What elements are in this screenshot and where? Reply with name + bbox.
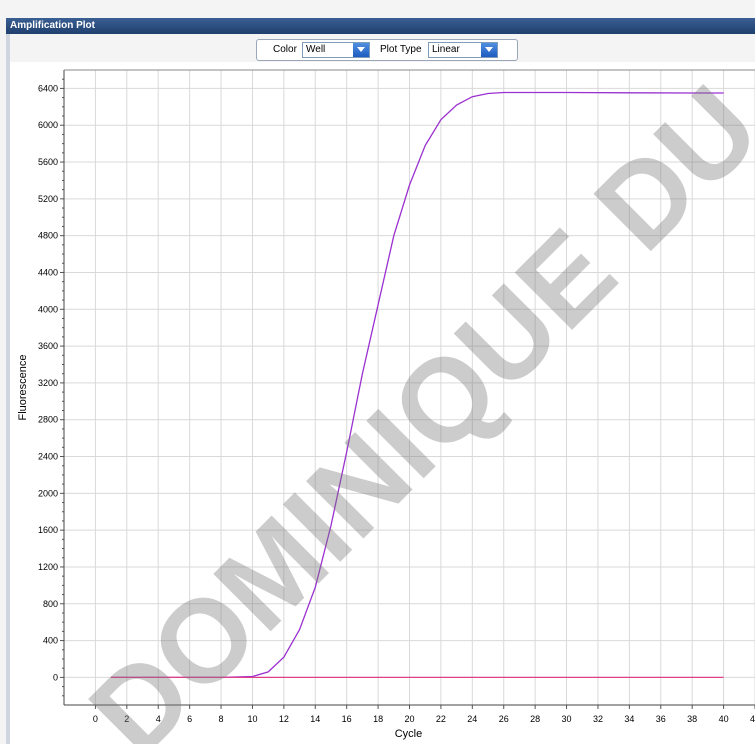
panel-left-border <box>6 34 10 744</box>
y-tick-label: 6400 <box>38 83 58 93</box>
x-tick-label: 2 <box>124 714 129 724</box>
plot-type-label: Plot Type <box>380 44 422 55</box>
plot-type-dropdown-value: Linear <box>432 44 460 55</box>
y-tick-label: 5200 <box>38 194 58 204</box>
x-axis-title: Cycle <box>395 728 423 740</box>
color-dropdown[interactable]: Well <box>302 42 370 58</box>
chevron-down-icon[interactable] <box>481 43 497 57</box>
y-tick-label: 800 <box>43 599 58 609</box>
y-tick-label: 3200 <box>38 378 58 388</box>
x-tick-label: 40 <box>719 714 729 724</box>
y-tick-label: 3600 <box>38 341 58 351</box>
x-tick-label: 42 <box>750 714 755 724</box>
series-layer <box>111 91 724 679</box>
x-tick-label: 38 <box>687 714 697 724</box>
x-tick-label: 18 <box>373 714 383 724</box>
y-tick-label: 1600 <box>38 525 58 535</box>
x-tick-label: 14 <box>310 714 320 724</box>
x-tick-label: 26 <box>499 714 509 724</box>
axes: 0246810121416182022242628303234363840420… <box>38 69 755 724</box>
color-label: Color <box>273 44 297 55</box>
y-tick-label: 2000 <box>38 488 58 498</box>
x-tick-label: 10 <box>247 714 257 724</box>
y-tick-label: 400 <box>43 636 58 646</box>
x-tick-label: 28 <box>530 714 540 724</box>
x-tick-label: 34 <box>624 714 634 724</box>
x-tick-label: 8 <box>219 714 224 724</box>
y-tick-label: 5600 <box>38 157 58 167</box>
x-tick-label: 36 <box>656 714 666 724</box>
y-tick-label: 2800 <box>38 415 58 425</box>
plot-type-dropdown[interactable]: Linear <box>428 42 498 58</box>
x-tick-label: 22 <box>436 714 446 724</box>
chevron-down-icon[interactable] <box>353 43 369 57</box>
plot-options-toolbar: Color Well Plot Type Linear <box>256 39 518 61</box>
y-tick-label: 4400 <box>38 267 58 277</box>
color-dropdown-value: Well <box>306 44 326 55</box>
y-tick-label: 4000 <box>38 304 58 314</box>
x-tick-label: 6 <box>187 714 192 724</box>
x-tick-label: 4 <box>156 714 161 724</box>
x-tick-label: 24 <box>467 714 477 724</box>
y-axis-title: Fluorescence <box>17 354 29 420</box>
x-tick-label: 16 <box>342 714 352 724</box>
y-tick-label: 1200 <box>38 562 58 572</box>
x-tick-label: 32 <box>593 714 603 724</box>
y-tick-label: 4800 <box>38 231 58 241</box>
series-line-1 <box>111 91 724 679</box>
y-tick-label: 6000 <box>38 120 58 130</box>
y-tick-label: 2400 <box>38 452 58 462</box>
y-tick-label: 0 <box>53 672 58 682</box>
amplification-chart: 0246810121416182022242628303234363840420… <box>10 62 755 744</box>
x-tick-label: 0 <box>93 714 98 724</box>
x-tick-label: 20 <box>404 714 414 724</box>
x-tick-label: 30 <box>562 714 572 724</box>
x-tick-label: 12 <box>279 714 289 724</box>
chart-background <box>10 62 755 744</box>
panel-title: Amplification Plot <box>6 18 755 34</box>
